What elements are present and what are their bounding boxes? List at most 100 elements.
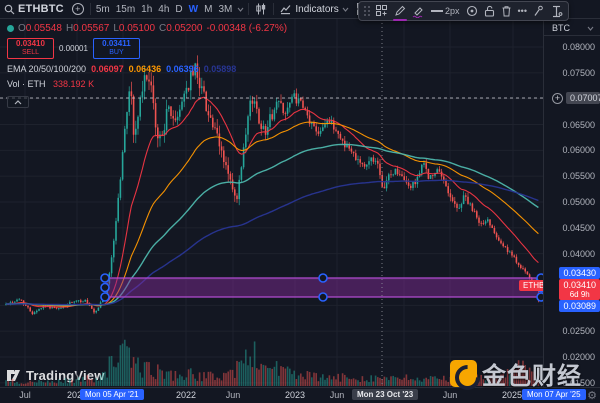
alert-price-label[interactable]: 0.07007 xyxy=(566,92,600,104)
volume-title: Vol · ETH xyxy=(7,79,46,89)
line-width-button[interactable]: 2px xyxy=(431,6,460,16)
spread-value: 0.00001 xyxy=(59,44,88,53)
ema-title: EMA 20/50/100/200 xyxy=(7,64,87,74)
time-tick-label: 2023 xyxy=(284,390,306,400)
ema-legend-row[interactable]: EMA 20/50/100/200 0.06097 0.06436 0.06396 0.… xyxy=(7,64,287,74)
symbol-status-dot xyxy=(7,25,14,32)
line-width-icon xyxy=(431,10,443,12)
ema-value-1: 0.06097 xyxy=(91,64,124,74)
symbol-search-button[interactable]: ETHBTC xyxy=(0,0,68,18)
time-tick-label: Jul xyxy=(19,390,31,400)
toolbar-separator xyxy=(248,3,250,15)
sell-label: SELL xyxy=(21,49,40,57)
time-tick-label: 2022 xyxy=(175,390,197,400)
collapse-legend-button[interactable] xyxy=(7,96,29,108)
price-axis[interactable]: BTC 0.08000 0.07500 0.06500 0.06000 0.05500 0… xyxy=(543,19,600,388)
price-tick-label: 0.06000 xyxy=(562,145,595,156)
add-alert-plus-icon[interactable]: + xyxy=(552,93,563,104)
interval-button-D[interactable]: D xyxy=(175,3,183,15)
close-value: 0.05200 xyxy=(166,23,203,34)
more-options-button[interactable]: ••• xyxy=(518,6,527,16)
interval-button-3M[interactable]: 3M xyxy=(218,3,233,15)
trash-icon xyxy=(502,6,511,17)
high-key: H xyxy=(65,23,74,34)
time-axis[interactable]: Jul 2021 2022 Jun 2023 Jun Jun 2025 Mon 05 Apr … xyxy=(0,387,600,403)
sell-button[interactable]: 0.03410 SELL xyxy=(7,38,54,59)
volume-legend-row[interactable]: Vol · ETH 338.192 K xyxy=(7,79,287,89)
price-tick-label: 0.05000 xyxy=(562,197,595,207)
settings-tool-button[interactable] xyxy=(533,5,544,17)
interval-button-4h[interactable]: 4h xyxy=(158,3,170,15)
symbol-name: ETHBTC xyxy=(18,3,64,15)
brush-icon xyxy=(412,6,423,18)
band-top-price-label: 0.03430 xyxy=(559,267,600,279)
chevron-down-icon xyxy=(237,7,244,12)
price-tick-label: 0.01500 xyxy=(562,377,595,388)
toolbar-drag-handle[interactable] xyxy=(364,6,370,16)
line-style-button[interactable] xyxy=(466,5,478,17)
chevron-down-icon xyxy=(587,26,594,31)
lock-drawing-button[interactable] xyxy=(484,5,495,17)
indicators-icon xyxy=(280,4,291,14)
buy-price: 0.03411 xyxy=(102,39,131,49)
band-end-date-label: Mon 07 Apr '25 xyxy=(522,389,586,400)
interval-button-M[interactable]: M xyxy=(204,3,213,15)
wrench-icon xyxy=(534,5,543,16)
price-range-icon xyxy=(552,5,563,17)
time-tick-label: Jun xyxy=(225,390,241,400)
compare-add-symbol-button[interactable]: + xyxy=(68,0,88,18)
drawing-toolbar: 2px ••• xyxy=(358,1,569,21)
time-tick-label: Jun xyxy=(329,390,345,400)
chevron-up-icon xyxy=(14,99,22,104)
add-drawing-button[interactable] xyxy=(376,5,388,17)
highlighter-button[interactable] xyxy=(412,5,425,18)
time-tick-label: Jun xyxy=(442,390,458,400)
interval-menu-button[interactable] xyxy=(235,0,246,18)
candles-icon xyxy=(256,3,266,15)
tradingview-logo-text: TradingView xyxy=(26,368,105,383)
tradingview-logo[interactable]: TradingView xyxy=(6,368,105,383)
currency-label: BTC xyxy=(552,23,570,33)
last-price-label: 0.03410 6d 9h xyxy=(559,279,600,300)
toolbar-separator xyxy=(273,3,275,15)
ellipsis-icon: ••• xyxy=(517,6,527,16)
trade-buttons-row: 0.03410 SELL 0.00001 0.03411 BUY xyxy=(7,38,287,59)
band-bottom-price-label: 0.03089 xyxy=(559,300,600,312)
site-watermark: 金色财经 xyxy=(450,356,582,391)
plus-icon: + xyxy=(71,3,84,15)
interval-button-5m[interactable]: 5m xyxy=(95,3,110,15)
chart-legend: O0.05548 H0.05567 L0.05100 C0.05200 -0.0… xyxy=(7,23,287,108)
draw-pencil-button[interactable] xyxy=(393,5,407,21)
chart-style-button[interactable] xyxy=(251,0,271,18)
sell-price: 0.03410 xyxy=(16,39,45,49)
time-axis-settings-gear-icon[interactable]: ⚙ xyxy=(587,390,597,402)
time-tick-label: 2025 xyxy=(501,390,523,400)
close-key: C xyxy=(159,23,167,34)
interval-button-1h[interactable]: 1h xyxy=(141,3,153,15)
buy-button[interactable]: 0.03411 BUY xyxy=(92,38,140,59)
bar-countdown: 6d 9h xyxy=(569,290,590,299)
price-tick-label: 0.04000 xyxy=(562,248,595,259)
price-line-symbol-tag: ETHBTC xyxy=(519,280,559,291)
currency-dropdown[interactable]: BTC xyxy=(544,21,600,36)
price-tick-label: 0.05500 xyxy=(562,171,595,182)
interval-button-15m[interactable]: 15m xyxy=(115,3,136,15)
volume-value: 338.192 K xyxy=(53,79,95,89)
indicators-button[interactable]: Indicators xyxy=(276,0,352,18)
change-value: -0.00348 (-6.27%) xyxy=(206,23,288,34)
ema-value-3: 0.06396 xyxy=(166,64,199,74)
buy-label: BUY xyxy=(109,49,124,57)
price-range-tool-button[interactable] xyxy=(550,5,563,18)
interval-button-W[interactable]: W xyxy=(188,3,199,15)
toolbar-separator xyxy=(89,3,91,15)
ohlc-row[interactable]: O0.05548 H0.05567 L0.05100 C0.05200 -0.0… xyxy=(7,23,287,34)
target-circle-icon xyxy=(466,5,477,17)
price-tick-label: 0.06500 xyxy=(562,119,595,130)
grid-plus-icon xyxy=(376,5,387,16)
delete-drawing-button[interactable] xyxy=(501,5,512,17)
ema-value-2: 0.06436 xyxy=(128,64,162,74)
open-key: O xyxy=(18,23,26,34)
crosshair-date-label: Mon 23 Oct '23 xyxy=(352,389,419,400)
